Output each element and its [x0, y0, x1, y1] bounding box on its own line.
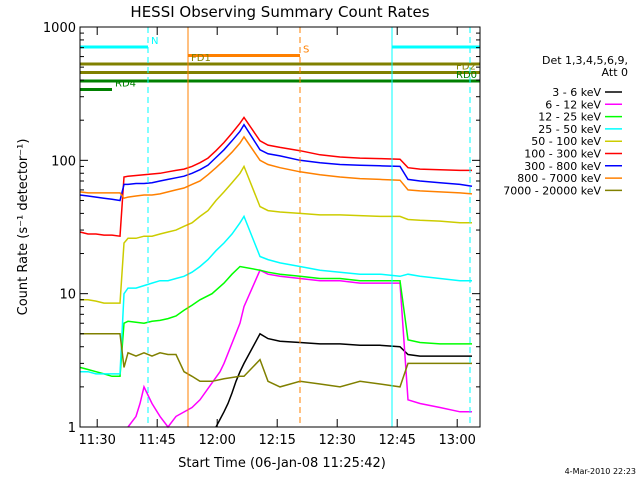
plot-frame — [79, 26, 481, 428]
flag-label-fd1: FD1 — [191, 53, 211, 64]
x-tick-label-0: 11:30 — [78, 433, 115, 448]
legend-label-50-100-kev: 50 - 100 keV — [531, 135, 601, 148]
y-axis-ticks: 1 10 100 1000 — [43, 21, 480, 436]
y-tick-label-3: 1000 — [43, 21, 76, 36]
x-tick-label-6: 13:00 — [438, 433, 475, 448]
legend-header-detectors: Det 1,3,4,5,6,9, — [542, 54, 628, 67]
y-axis-label: Count Rate (s⁻¹ detector⁻¹) — [16, 139, 31, 316]
legend-label-7000-20000-kev: 7000 - 20000 keV — [503, 184, 601, 197]
y-tick-label-0: 1 — [68, 421, 76, 436]
flag-label-fd2: FD2 — [456, 62, 476, 73]
flag-label-s: S — [303, 45, 309, 56]
x-tick-label-3: 12:15 — [258, 433, 295, 448]
flag-label-n: N — [151, 36, 158, 47]
chart-title: HESSI Observing Summary Count Rates — [130, 3, 429, 21]
plot-series — [79, 116, 473, 429]
flag-label-rd4: RD4 — [115, 79, 136, 90]
legend-label-25-50-kev: 25 - 50 keV — [538, 123, 601, 136]
x-tick-label-4: 12:30 — [318, 433, 355, 448]
legend-label-800-7000-kev: 800 - 7000 keV — [517, 172, 601, 185]
y-tick-label-2: 100 — [51, 154, 76, 169]
legend-label-3-6-kev: 3 - 6 keV — [552, 86, 601, 99]
legend-label-300-800-kev: 300 - 800 keV — [524, 160, 601, 173]
x-axis-ticks: 11:30 11:45 12:00 12:15 12:30 12:45 13:00 — [78, 27, 476, 448]
series-line-800-7000-kev — [79, 135, 473, 200]
legend-label-12-25-kev: 12 - 25 keV — [538, 111, 601, 124]
x-tick-label-5: 12:45 — [378, 433, 415, 448]
legend-label-100-300-kev: 100 - 300 keV — [524, 148, 601, 161]
series-line-25-50-kev — [80, 214, 472, 375]
series-line-50-100-kev — [80, 164, 472, 304]
x-axis-label: Start Time (06-Jan-08 11:25:42) — [178, 456, 386, 471]
series-line-100-300-kev — [79, 116, 472, 238]
x-tick-label-1: 11:45 — [138, 433, 175, 448]
series-line-300-800-kev — [79, 123, 473, 202]
legend-label-6-12-kev: 6 - 12 keV — [545, 98, 601, 111]
timestamp: 4-Mar-2010 22:23 — [565, 467, 636, 476]
attenuator-lines — [79, 27, 471, 427]
series-line-12-25-kev — [79, 265, 472, 378]
y-tick-label-1: 10 — [59, 288, 76, 303]
legend-header-attenuator: Att 0 — [602, 66, 628, 79]
series-line-3-6-kev — [215, 332, 472, 428]
series-line-6-12-kev — [127, 269, 472, 429]
series-line-7000-20000-kev — [80, 333, 472, 388]
flag-label-rd0: RD0 — [456, 70, 477, 81]
x-tick-label-2: 12:00 — [198, 433, 235, 448]
